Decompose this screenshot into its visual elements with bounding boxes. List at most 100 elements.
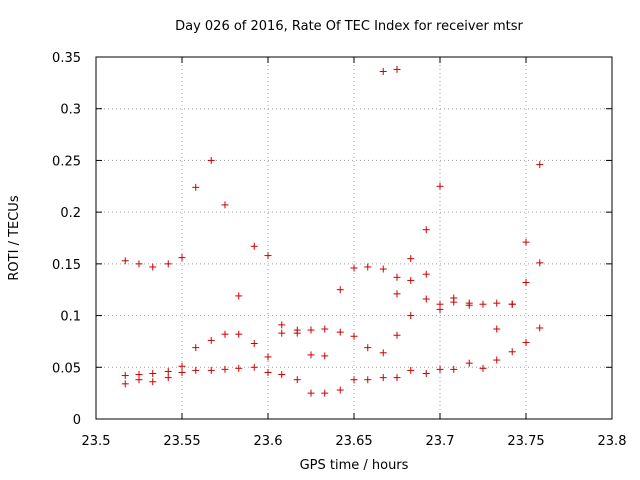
x-tick-label: 23.8 [598,434,627,449]
data-point [278,371,286,379]
data-point [393,374,401,382]
y-axis-label: ROTI / TECUs [7,195,22,280]
data-point [293,376,301,384]
data-point [522,338,530,346]
gridlines [96,57,612,419]
y-tick-label: 0.35 [52,51,81,66]
data-point [422,270,430,278]
data-point [493,325,501,333]
x-axis-label: GPS time / hours [300,458,409,473]
data-point [407,366,415,374]
data-point [264,368,272,376]
data-point [164,367,172,375]
data-point [493,356,501,364]
chart-title: Day 026 of 2016, Rate Of TEC Index for r… [175,19,523,34]
data-point [479,300,487,308]
data-point [436,305,444,313]
data-point [250,363,258,371]
data-point [235,292,243,300]
y-tick-label: 0.2 [60,206,81,221]
data-point [336,286,344,294]
x-tick-label: 23.65 [335,434,372,449]
y-tick-label: 0.1 [60,310,81,325]
data-point [422,295,430,303]
data-point [321,352,329,360]
data-point [436,365,444,373]
data-point [321,325,329,333]
data-point [350,264,358,272]
y-tick-label: 0.25 [52,154,81,169]
data-point [379,349,387,357]
x-tick-label: 23.6 [254,434,283,449]
data-point [278,321,286,329]
data-point [393,331,401,339]
data-point [207,336,215,344]
data-point [379,265,387,273]
plot-frame [95,56,613,420]
y-tick-labels: 0 0.05 0.1 0.15 0.2 0.25 0.3 0.35 [52,51,81,428]
data-point [522,238,530,246]
data-point [522,278,530,286]
data-point [149,378,157,386]
data-point [192,344,200,352]
data-point [278,329,286,337]
data-point [178,368,186,376]
data-point [422,369,430,377]
data-point [465,359,473,367]
data-point [407,312,415,320]
data-point [293,329,301,337]
data-point [235,364,243,372]
x-tick-labels: 23.5 23.55 23.6 23.65 23.7 23.75 23.8 [82,434,627,449]
y-tick-label: 0.3 [60,103,81,118]
data-point [307,389,315,397]
data-point [393,273,401,281]
data-point [450,298,458,306]
data-point [192,183,200,191]
data-point [250,242,258,250]
data-point [536,259,544,267]
y-tick-label: 0.05 [52,361,81,376]
data-point [336,386,344,394]
data-point [407,255,415,263]
data-point [364,263,372,271]
data-point [149,263,157,271]
data-point [379,374,387,382]
data-point [192,366,200,374]
data-point [465,301,473,309]
data-point [336,328,344,336]
data-point [207,156,215,164]
x-tick-label: 23.5 [82,434,111,449]
data-point [264,252,272,260]
data-point [350,332,358,340]
y-tick-label: 0.15 [52,258,81,273]
data-point [264,353,272,361]
data-point [379,67,387,75]
data-point [536,161,544,169]
y-tick-label: 0 [73,413,81,428]
data-point [436,182,444,190]
data-point [178,362,186,370]
data-point [364,376,372,384]
data-point [508,300,516,308]
data-point [307,326,315,334]
data-point [221,201,229,209]
data-point [164,374,172,382]
data-point [221,365,229,373]
data-point [407,276,415,284]
x-tick-label: 23.55 [163,434,200,449]
data-point [350,376,358,384]
data-point [321,389,329,397]
data-point [422,226,430,234]
data-point [393,65,401,73]
data-point [364,344,372,352]
data-points [121,65,544,397]
data-point [149,369,157,377]
data-point [235,330,243,338]
data-point [450,365,458,373]
data-point [135,260,143,268]
data-point [135,376,143,384]
data-point [178,254,186,262]
data-point [536,324,544,332]
data-point [121,257,129,265]
